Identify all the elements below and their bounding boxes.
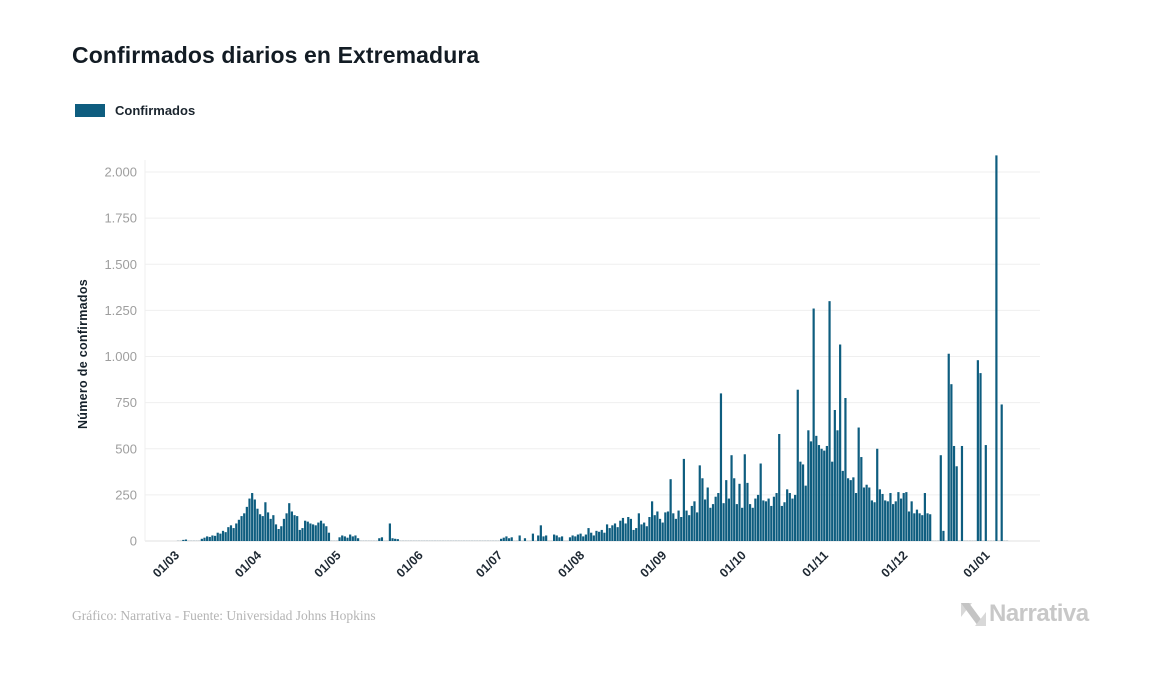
- y-axis-title: Número de confirmados: [76, 279, 90, 429]
- svg-text:1.750: 1.750: [104, 211, 137, 226]
- svg-text:1.250: 1.250: [104, 303, 137, 318]
- svg-text:01/12: 01/12: [878, 548, 910, 580]
- gridlines: [144, 160, 1040, 542]
- svg-text:01/01: 01/01: [961, 548, 993, 580]
- legend: Confirmados: [75, 103, 195, 118]
- svg-text:01/03: 01/03: [150, 548, 182, 580]
- narrativa-logo: Narrativa: [960, 600, 1089, 628]
- svg-text:250: 250: [115, 487, 137, 502]
- x-axis-tick-labels: 01/03 01/04 01/05 01/06 01/07 01/08 01/09 01/10…: [150, 548, 993, 580]
- narrativa-logo-text: Narrativa: [989, 600, 1089, 627]
- svg-text:01/08: 01/08: [555, 548, 587, 580]
- svg-text:1.500: 1.500: [104, 257, 137, 272]
- svg-text:1.000: 1.000: [104, 349, 137, 364]
- svg-text:01/05: 01/05: [312, 548, 344, 580]
- svg-text:01/09: 01/09: [637, 548, 669, 580]
- svg-text:750: 750: [115, 395, 137, 410]
- page-title: Confirmados diarios en Extremadura: [72, 42, 480, 68]
- source-credit: Gráfico: Narrativa - Fuente: Universidad…: [72, 608, 376, 623]
- bars-series-confirmados: [176, 155, 1009, 542]
- svg-text:01/06: 01/06: [394, 548, 426, 580]
- svg-text:01/11: 01/11: [799, 548, 831, 580]
- svg-text:0: 0: [130, 534, 137, 549]
- y-axis-tick-labels: 0 250 500 750 1.000 1.250 1.500 1.750 2.000: [104, 165, 137, 549]
- narrativa-logo-icon: [961, 602, 986, 626]
- svg-text:500: 500: [115, 441, 137, 456]
- svg-text:01/04: 01/04: [232, 548, 264, 580]
- svg-text:2.000: 2.000: [104, 165, 137, 180]
- bar-chart: Número de confirmados 0 250 500 750 1.000 1.2…: [76, 155, 1040, 580]
- svg-text:01/07: 01/07: [473, 548, 505, 580]
- legend-swatch-confirmados: [75, 104, 105, 117]
- svg-text:01/10: 01/10: [717, 548, 749, 580]
- legend-label: Confirmados: [115, 103, 196, 118]
